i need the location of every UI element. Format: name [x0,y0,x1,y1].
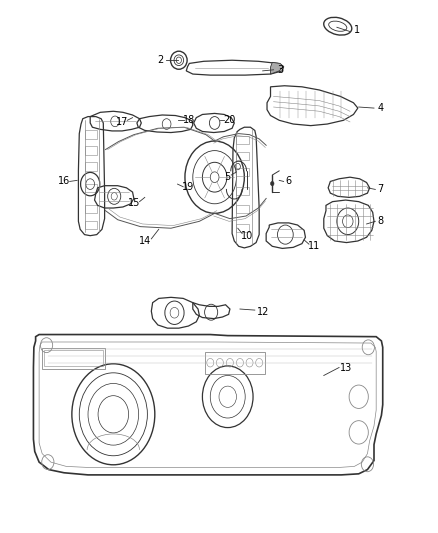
Text: 2: 2 [157,55,163,65]
Text: 13: 13 [339,362,352,373]
Text: 14: 14 [139,236,151,246]
Text: 1: 1 [353,25,360,35]
Bar [85,205,97,213]
Text: 12: 12 [257,306,269,317]
Bar [85,147,97,155]
Bar [205,352,265,374]
Bar [44,351,103,367]
Bar [237,205,249,213]
Bar [237,187,249,195]
Text: 4: 4 [378,103,384,113]
Text: 3: 3 [277,65,283,75]
Bar [237,152,249,160]
Text: 15: 15 [127,198,140,208]
Bar [85,183,97,192]
Text: 6: 6 [286,176,292,187]
Text: 5: 5 [225,172,231,182]
Text: 10: 10 [241,231,254,241]
Bar [237,168,249,176]
Text: 7: 7 [378,184,384,195]
Text: 18: 18 [183,115,195,125]
Bar [237,136,249,144]
Text: 8: 8 [378,216,384,227]
Text: 20: 20 [223,115,236,125]
Text: 11: 11 [308,241,320,251]
Bar [85,131,97,139]
Bar [85,163,97,171]
Text: 19: 19 [182,182,194,192]
Bar [42,349,106,368]
Text: 16: 16 [58,176,70,187]
Bar [85,221,97,229]
Polygon shape [271,62,284,74]
Bar [237,224,249,232]
Circle shape [271,181,274,185]
Text: 17: 17 [116,117,128,127]
